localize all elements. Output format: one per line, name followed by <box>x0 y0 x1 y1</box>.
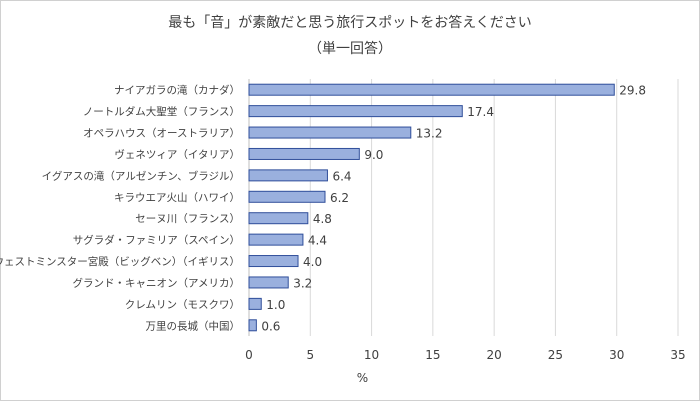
bar <box>248 169 328 182</box>
x-tick-label: 20 <box>487 348 502 362</box>
category-label: ウェストミンスター宮殿（ビッグベン）（イギリス） <box>0 255 240 268</box>
category-label: オペラハウス（オーストラリア） <box>83 128 240 140</box>
bar <box>248 105 463 118</box>
data-label: 29.8 <box>619 84 646 98</box>
x-tick-label: 30 <box>609 348 624 362</box>
bar <box>248 297 262 310</box>
bar <box>248 212 309 225</box>
data-label: 9.0 <box>364 148 383 162</box>
chart-title: 最も「音」が素敵だと思う旅行スポットをお答えください <box>168 15 532 31</box>
bar <box>248 147 360 160</box>
category-label: ナイアガラの滝（カナダ） <box>114 84 240 97</box>
data-label: 4.8 <box>313 212 332 226</box>
data-label: 13.2 <box>416 127 443 141</box>
category-label: サグラダ・ファミリア（スペイン） <box>73 234 240 247</box>
category-label: ヴェネツィア（イタリア） <box>114 148 240 161</box>
x-tick-label: 15 <box>425 348 440 362</box>
bar <box>248 126 412 139</box>
x-tick-label: 0 <box>245 348 253 362</box>
bar <box>248 319 257 332</box>
category-label: キラウエア火山（ハワイ） <box>114 192 240 204</box>
data-label: 6.2 <box>330 191 349 205</box>
bar <box>248 83 615 96</box>
chart-subtitle: （単一回答） <box>308 41 392 57</box>
x-tick-label: 35 <box>670 348 685 362</box>
x-axis-label: % <box>357 371 368 385</box>
category-label: イグアスの滝（アルゼンチン、ブラジル） <box>42 169 240 182</box>
x-tick-label: 5 <box>306 348 314 362</box>
bar <box>248 255 299 268</box>
bar <box>248 233 304 246</box>
data-label: 4.0 <box>303 255 322 269</box>
data-label: 0.6 <box>261 319 280 333</box>
data-label: 4.4 <box>308 234 327 248</box>
category-label: 万里の長城（中国） <box>146 319 241 332</box>
category-label: グランド・キャニオン（アメリカ） <box>73 276 240 289</box>
data-label: 6.4 <box>332 169 351 183</box>
category-label: セーヌ川（フランス） <box>135 213 240 225</box>
category-label: クレムリン（モスクワ） <box>125 299 240 311</box>
x-tick-label: 25 <box>548 348 563 362</box>
data-label: 1.0 <box>266 298 285 312</box>
data-label: 17.4 <box>467 105 494 119</box>
x-tick-label: 10 <box>364 348 379 362</box>
category-label: ノートルダム大聖堂（フランス） <box>83 105 240 118</box>
data-label: 3.2 <box>293 276 312 290</box>
bar <box>248 190 326 203</box>
bar <box>248 276 289 289</box>
